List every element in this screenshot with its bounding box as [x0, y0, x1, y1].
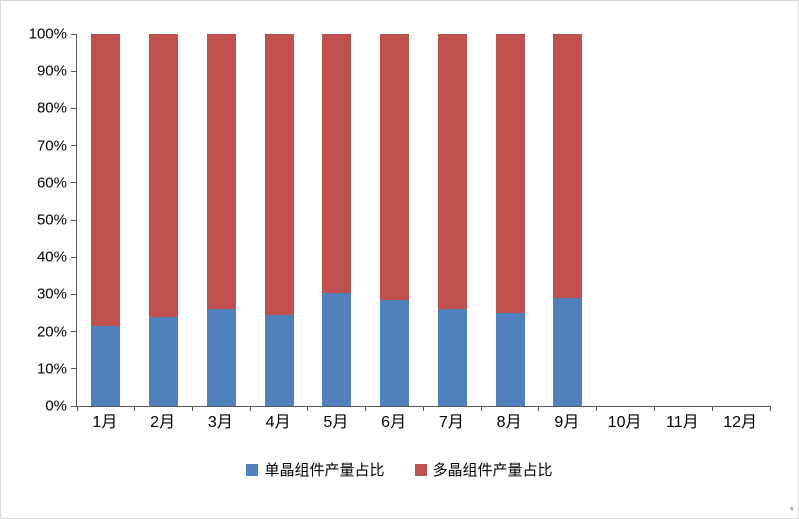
bar-slot: [308, 34, 366, 406]
bar-slot: [193, 34, 251, 406]
x-axis-label: 11月: [666, 414, 699, 431]
bar-segment-multi: [553, 34, 583, 299]
x-axis-tick: [365, 406, 367, 411]
x-axis-label: 9月: [554, 414, 580, 431]
bar-segment-multi: [91, 34, 121, 327]
stacked-bar: [437, 34, 467, 406]
y-axis-tick: [71, 331, 77, 333]
bar-slot: [655, 34, 713, 406]
bar-slot: [481, 34, 539, 406]
x-axis-label: 5月: [323, 414, 349, 431]
bar-segment-mono: [91, 326, 121, 406]
legend-label: 多晶组件产量占比: [432, 462, 553, 479]
bar-segment-mono: [495, 313, 525, 406]
x-axis-tick: [249, 406, 251, 411]
bar-segment-mono: [264, 314, 294, 406]
y-axis-label: 0%: [45, 397, 67, 415]
y-axis-tick: [71, 145, 77, 147]
x-axis-tick: [769, 406, 771, 411]
bar-segment-mono: [553, 298, 583, 406]
y-axis-tick: [71, 182, 77, 184]
stacked-bar: [264, 34, 294, 406]
legend-item: 单晶组件产量占比: [246, 459, 385, 480]
bar-segment-multi: [149, 34, 179, 317]
y-axis-tick: [71, 256, 77, 258]
bar-slot: [77, 34, 135, 406]
y-axis-tick: [71, 405, 77, 407]
legend-label: 单晶组件产量占比: [264, 462, 385, 479]
legend-item: 多晶组件产量占比: [414, 459, 553, 480]
y-axis-label: 100%: [28, 25, 67, 43]
stacked-bar: [206, 34, 236, 406]
y-axis-tick: [71, 33, 77, 35]
y-axis-labels: 0% 10% 20% 30% 40% 50% 60% 70% 80% 90% 100%: [1, 27, 67, 414]
bar-segment-mono: [149, 316, 179, 406]
y-axis-label: 80%: [36, 99, 67, 117]
bar-segment-mono: [206, 309, 236, 406]
stacked-bar: [495, 34, 525, 406]
y-axis-label: 70%: [36, 137, 67, 155]
bar-segment-mono: [322, 292, 352, 406]
x-axis-tick: [76, 406, 78, 411]
y-axis-label: 90%: [36, 62, 67, 80]
bar-slot: [539, 34, 597, 406]
legend-swatch: [246, 463, 259, 476]
x-axis-tick: [191, 406, 193, 411]
bar-segment-multi: [206, 34, 236, 310]
bar-segment-multi: [437, 34, 467, 310]
bar-slot: [135, 34, 193, 406]
x-axis-tick: [596, 406, 598, 411]
x-axis-tick: [423, 406, 424, 411]
x-axis-tick: [307, 406, 309, 411]
y-axis-tick: [71, 293, 77, 295]
x-axis-tick: [480, 406, 482, 411]
x-axis-label: 10月: [607, 414, 642, 431]
bar-segment-multi: [322, 34, 352, 293]
stacked-bar: [380, 34, 410, 406]
bar-slot: [597, 34, 655, 406]
bar-slot: [366, 34, 424, 406]
y-axis-label: 50%: [36, 211, 67, 229]
bar-segment-mono: [380, 299, 410, 406]
y-axis-label: 60%: [36, 174, 67, 192]
y-axis-tick: [71, 107, 77, 109]
bar-segment-mono: [437, 309, 467, 406]
stacked-bar: [91, 34, 121, 406]
bar-segment-multi: [264, 34, 294, 315]
bar-segment-multi: [495, 34, 525, 313]
x-axis-label: 4月: [265, 414, 291, 431]
stacked-bar: [553, 34, 583, 406]
stacked-bar: [322, 34, 352, 406]
x-axis-labels: 1月 2月 3月 4月 5月 6月 7月 8月 9月 10月 11月 12月: [76, 413, 769, 432]
y-axis-label: 40%: [36, 248, 67, 266]
y-axis-tick: [71, 219, 77, 221]
bar-segment-multi: [380, 34, 410, 300]
x-axis-tick: [654, 406, 655, 411]
corner-footnote: *: [789, 505, 794, 517]
legend-swatch: [414, 463, 427, 476]
x-axis-tick: [538, 406, 540, 411]
bar-slot: [250, 34, 308, 406]
y-axis-tick: [71, 70, 77, 72]
x-axis-tick: [134, 406, 136, 411]
x-axis-label: 7月: [438, 414, 464, 431]
y-axis-label: 30%: [36, 285, 67, 303]
stacked-bar: [149, 34, 179, 406]
y-axis-label: 20%: [36, 323, 67, 341]
x-axis-label: 3月: [207, 414, 233, 431]
x-axis-label: 2月: [150, 414, 176, 431]
bar-slot: [424, 34, 482, 406]
plot-area: [71, 33, 771, 411]
x-axis-label: 8月: [496, 414, 522, 431]
x-axis-label: 12月: [723, 414, 758, 431]
x-axis-tick: [711, 406, 713, 411]
x-axis-label: 1月: [92, 414, 118, 431]
bar-slot: [712, 34, 770, 406]
x-axis-label: 6月: [381, 414, 407, 431]
legend: 单晶组件产量占比 多晶组件产量占比: [1, 459, 798, 480]
y-axis-tick: [71, 368, 77, 370]
y-axis-label: 10%: [36, 360, 67, 378]
